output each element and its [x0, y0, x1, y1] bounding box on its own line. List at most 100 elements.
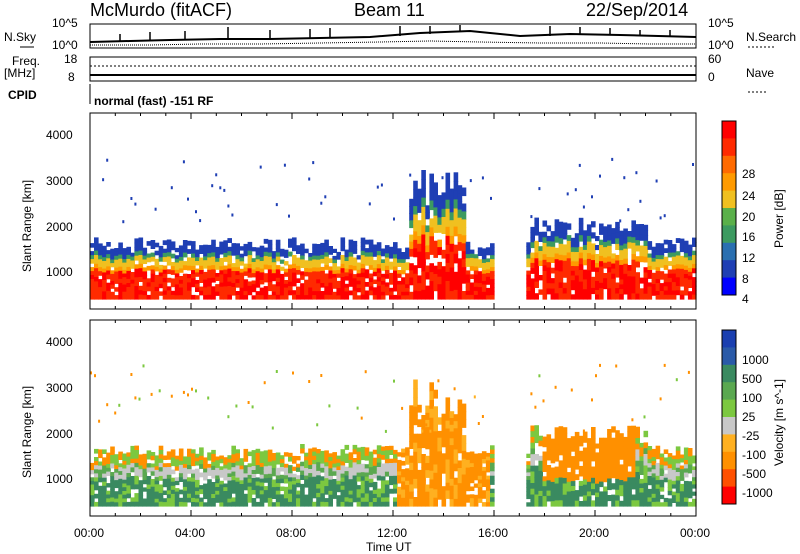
velocity-cell: [595, 443, 600, 449]
velocity-cell: [380, 446, 386, 452]
velocity-cell: [368, 463, 374, 468]
velocity-cell: [599, 481, 604, 488]
velocity-cell: [639, 460, 644, 466]
velocity-cell: [659, 397, 662, 401]
velocity-cell: [344, 501, 350, 507]
power-cell: [655, 291, 661, 296]
velocity-cell: [453, 449, 459, 458]
velocity-cell: [187, 460, 192, 466]
velocity-cell: [526, 453, 531, 458]
velocity-cell: [586, 476, 592, 483]
velocity-cell: [312, 485, 317, 490]
power-cell: [368, 252, 374, 258]
power-cell: [110, 284, 115, 289]
velocity-cell: [154, 484, 160, 489]
velocity-cell: [247, 490, 253, 495]
power-cell: [283, 295, 289, 300]
velocity-cell: [635, 426, 640, 433]
velocity-cell: [530, 465, 535, 473]
velocity-cell: [106, 452, 111, 457]
power-cell: [98, 295, 103, 300]
power-cell: [90, 295, 95, 300]
velocity-cell: [546, 444, 552, 451]
power-cell: [162, 240, 168, 246]
velocity-cell: [376, 445, 382, 451]
power-cell: [126, 291, 131, 296]
velocity-cell: [203, 483, 208, 488]
velocity-cell: [437, 430, 442, 439]
velocity-cell: [457, 475, 463, 484]
power-cell: [332, 284, 337, 289]
power-cell: [619, 279, 624, 285]
velocity-cell: [647, 463, 653, 469]
velocity-cell: [643, 415, 646, 419]
power-cell: [623, 288, 628, 295]
power-cell: [465, 270, 471, 276]
power-cell: [425, 245, 430, 253]
velocity-cell: [300, 461, 305, 467]
velocity-cell: [227, 487, 232, 493]
power-cell: [279, 291, 285, 296]
velocity-cell: [312, 472, 317, 478]
velocity-cell: [578, 485, 584, 492]
velocity-cell: [393, 467, 398, 472]
velocity-cell: [340, 477, 346, 483]
velocity-cell: [631, 471, 636, 478]
power-cell: [235, 267, 240, 272]
velocity-cell: [477, 487, 483, 492]
power-colorbar-swatch: [722, 121, 736, 139]
power-cell: [122, 273, 127, 278]
velocity-cell: [130, 497, 135, 503]
velocity-cell: [469, 478, 475, 484]
power-cell: [409, 173, 412, 177]
power-cell: [166, 256, 172, 262]
power-cell: [449, 275, 455, 284]
power-cell: [647, 270, 653, 275]
velocity-cell: [490, 480, 495, 485]
power-cell: [154, 286, 160, 292]
velocity-cell: [372, 493, 378, 499]
velocity-cell: [562, 494, 568, 501]
velocity-cell: [288, 489, 293, 495]
velocity-cell: [300, 475, 305, 480]
velocity-cell: [223, 476, 228, 481]
power-cell: [368, 277, 374, 283]
power-cell: [619, 269, 624, 276]
power-cell: [667, 290, 673, 296]
velocity-cell: [271, 502, 277, 507]
power-cell: [122, 277, 127, 282]
power-cell: [530, 237, 535, 243]
power-cell: [340, 285, 346, 291]
velocity-cell: [138, 502, 144, 507]
velocity-cell: [134, 467, 139, 473]
power-cell: [578, 223, 584, 230]
velocity-cell: [102, 493, 107, 499]
velocity-cell: [449, 492, 455, 500]
power-cell: [477, 259, 483, 264]
velocity-cell: [332, 467, 337, 472]
power-panel: [89, 112, 697, 310]
power-cell: [421, 243, 426, 254]
power-cell: [332, 291, 337, 296]
velocity-cell: [639, 465, 644, 471]
velocity-cell: [667, 487, 673, 492]
velocity-cell: [182, 475, 188, 480]
velocity-cell: [340, 481, 346, 487]
velocity-cell: [170, 461, 176, 467]
velocity-cell: [562, 449, 568, 456]
velocity-cell: [457, 468, 463, 477]
power-cell: [421, 206, 426, 217]
power-cell: [384, 245, 390, 250]
velocity-cell: [146, 497, 152, 503]
velocity-cell: [469, 474, 475, 480]
power-cell: [300, 247, 305, 253]
power-cell: [679, 247, 685, 253]
velocity-cell: [615, 473, 620, 480]
velocity-cell: [296, 502, 301, 507]
power-cell: [203, 271, 208, 277]
power-cell: [243, 263, 249, 269]
velocity-cell: [283, 502, 289, 507]
velocity-cell: [90, 491, 95, 496]
velocity-cell: [348, 494, 354, 499]
power-cell: [134, 290, 139, 296]
